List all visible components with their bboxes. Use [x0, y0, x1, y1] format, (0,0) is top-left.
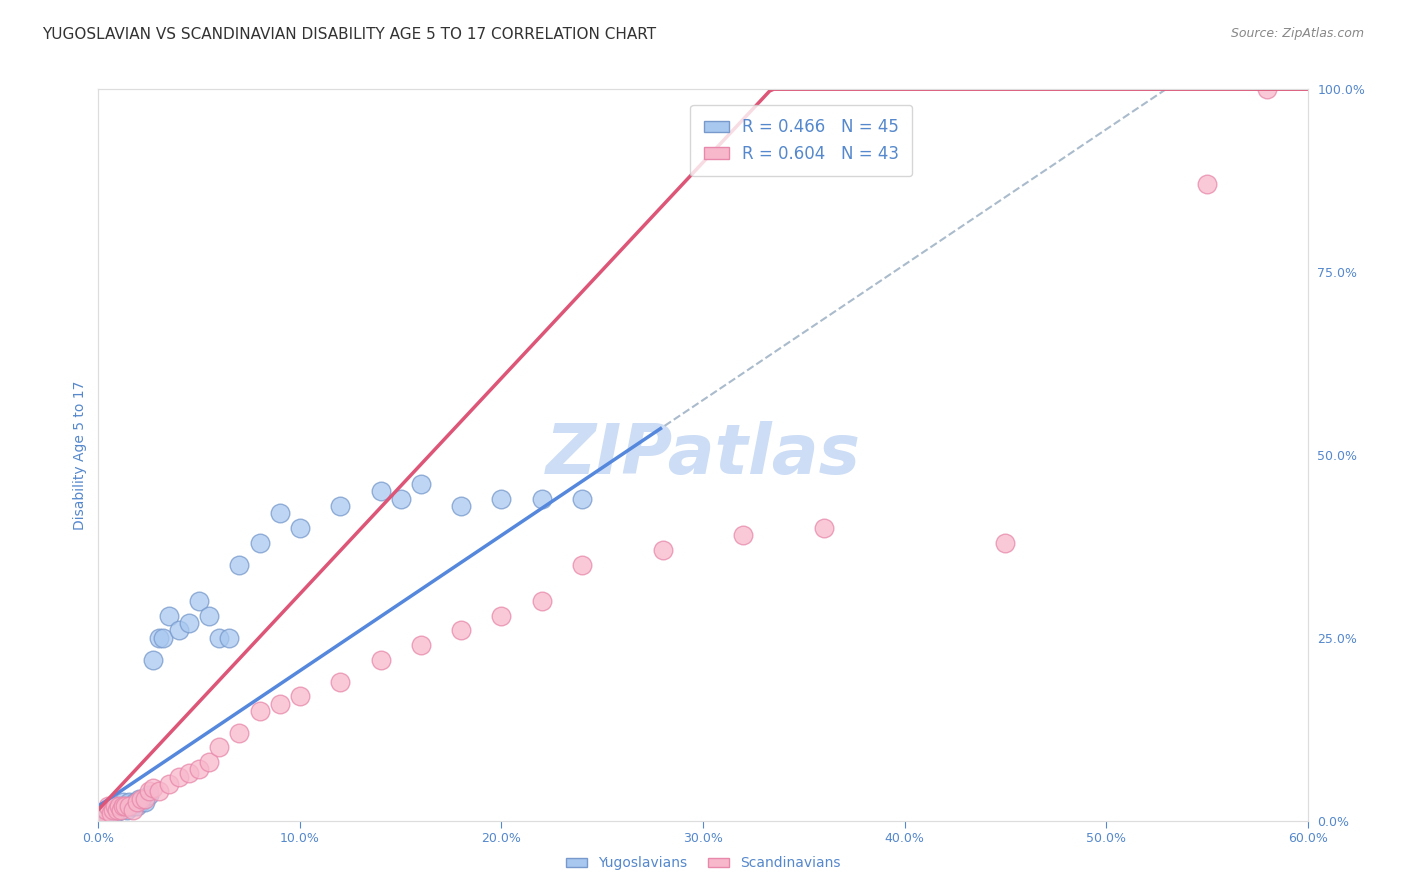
Point: [198, 755, 221, 769]
Point: [530, 491, 553, 506]
Point: [111, 796, 134, 810]
Point: [97, 806, 120, 821]
Point: [105, 803, 128, 817]
Point: [101, 799, 124, 814]
Point: [107, 799, 129, 814]
Point: [249, 535, 271, 549]
Point: [105, 803, 128, 817]
Point: [115, 803, 138, 817]
Point: [96, 803, 118, 817]
Point: [491, 608, 513, 623]
Point: [188, 594, 211, 608]
Point: [100, 803, 122, 817]
Point: [138, 788, 160, 802]
Point: [157, 777, 180, 791]
Point: [132, 791, 155, 805]
Point: [142, 780, 165, 795]
Point: [107, 799, 129, 814]
Point: [450, 624, 472, 638]
Text: YUGOSLAVIAN VS SCANDINAVIAN DISABILITY AGE 5 TO 17 CORRELATION CHART: YUGOSLAVIAN VS SCANDINAVIAN DISABILITY A…: [42, 27, 657, 42]
Point: [813, 521, 835, 535]
Point: [121, 799, 143, 814]
Point: [1256, 82, 1278, 96]
Point: [134, 791, 156, 805]
Point: [208, 631, 231, 645]
Point: [142, 653, 165, 667]
Point: [994, 535, 1017, 549]
Point: [110, 803, 132, 817]
Point: [329, 499, 352, 513]
Point: [120, 799, 142, 814]
Point: [114, 799, 136, 814]
Point: [389, 491, 412, 506]
Point: [103, 799, 125, 814]
Point: [148, 631, 170, 645]
Point: [288, 690, 311, 704]
Point: [129, 796, 152, 810]
Point: [198, 608, 221, 623]
Point: [129, 791, 152, 805]
Point: [491, 491, 513, 506]
Point: [118, 796, 141, 810]
Point: [269, 507, 291, 521]
Point: [370, 484, 392, 499]
Point: [370, 653, 392, 667]
Point: [93, 806, 115, 821]
Point: [571, 558, 593, 572]
Point: [651, 543, 673, 558]
Point: [409, 638, 432, 652]
Point: [91, 806, 114, 821]
Point: [218, 631, 240, 645]
Point: [125, 796, 148, 810]
Y-axis label: Disability Age 5 to 17: Disability Age 5 to 17: [73, 380, 87, 530]
Point: [167, 770, 190, 784]
Point: [571, 491, 593, 506]
Point: [329, 674, 352, 689]
Point: [157, 608, 180, 623]
Text: Source: ZipAtlas.com: Source: ZipAtlas.com: [1230, 27, 1364, 40]
Point: [91, 806, 114, 821]
Point: [188, 763, 211, 777]
Point: [148, 784, 170, 798]
Point: [167, 624, 190, 638]
Point: [125, 799, 148, 814]
Point: [100, 806, 122, 821]
Point: [530, 594, 553, 608]
Point: [179, 616, 201, 631]
Point: [128, 791, 150, 805]
Point: [269, 697, 291, 711]
Point: [1195, 178, 1218, 192]
Point: [733, 528, 755, 542]
Point: [179, 766, 201, 780]
Point: [228, 726, 250, 740]
Point: [288, 521, 311, 535]
Point: [409, 477, 432, 491]
Point: [138, 784, 160, 798]
Point: [152, 631, 174, 645]
Point: [96, 803, 118, 817]
Point: [114, 799, 136, 814]
Text: ZIPatlas: ZIPatlas: [546, 421, 860, 489]
Point: [134, 796, 156, 810]
Point: [89, 806, 111, 821]
Point: [208, 740, 231, 755]
Point: [450, 499, 472, 513]
Point: [111, 799, 134, 814]
Point: [124, 796, 146, 810]
Point: [249, 704, 271, 718]
Point: [103, 806, 125, 821]
Point: [121, 803, 143, 817]
Legend: Yugoslavians, Scandinavians: Yugoslavians, Scandinavians: [560, 851, 846, 876]
Point: [110, 803, 132, 817]
Point: [228, 558, 250, 572]
Point: [101, 803, 124, 817]
Point: [118, 799, 141, 814]
Point: [97, 799, 120, 814]
